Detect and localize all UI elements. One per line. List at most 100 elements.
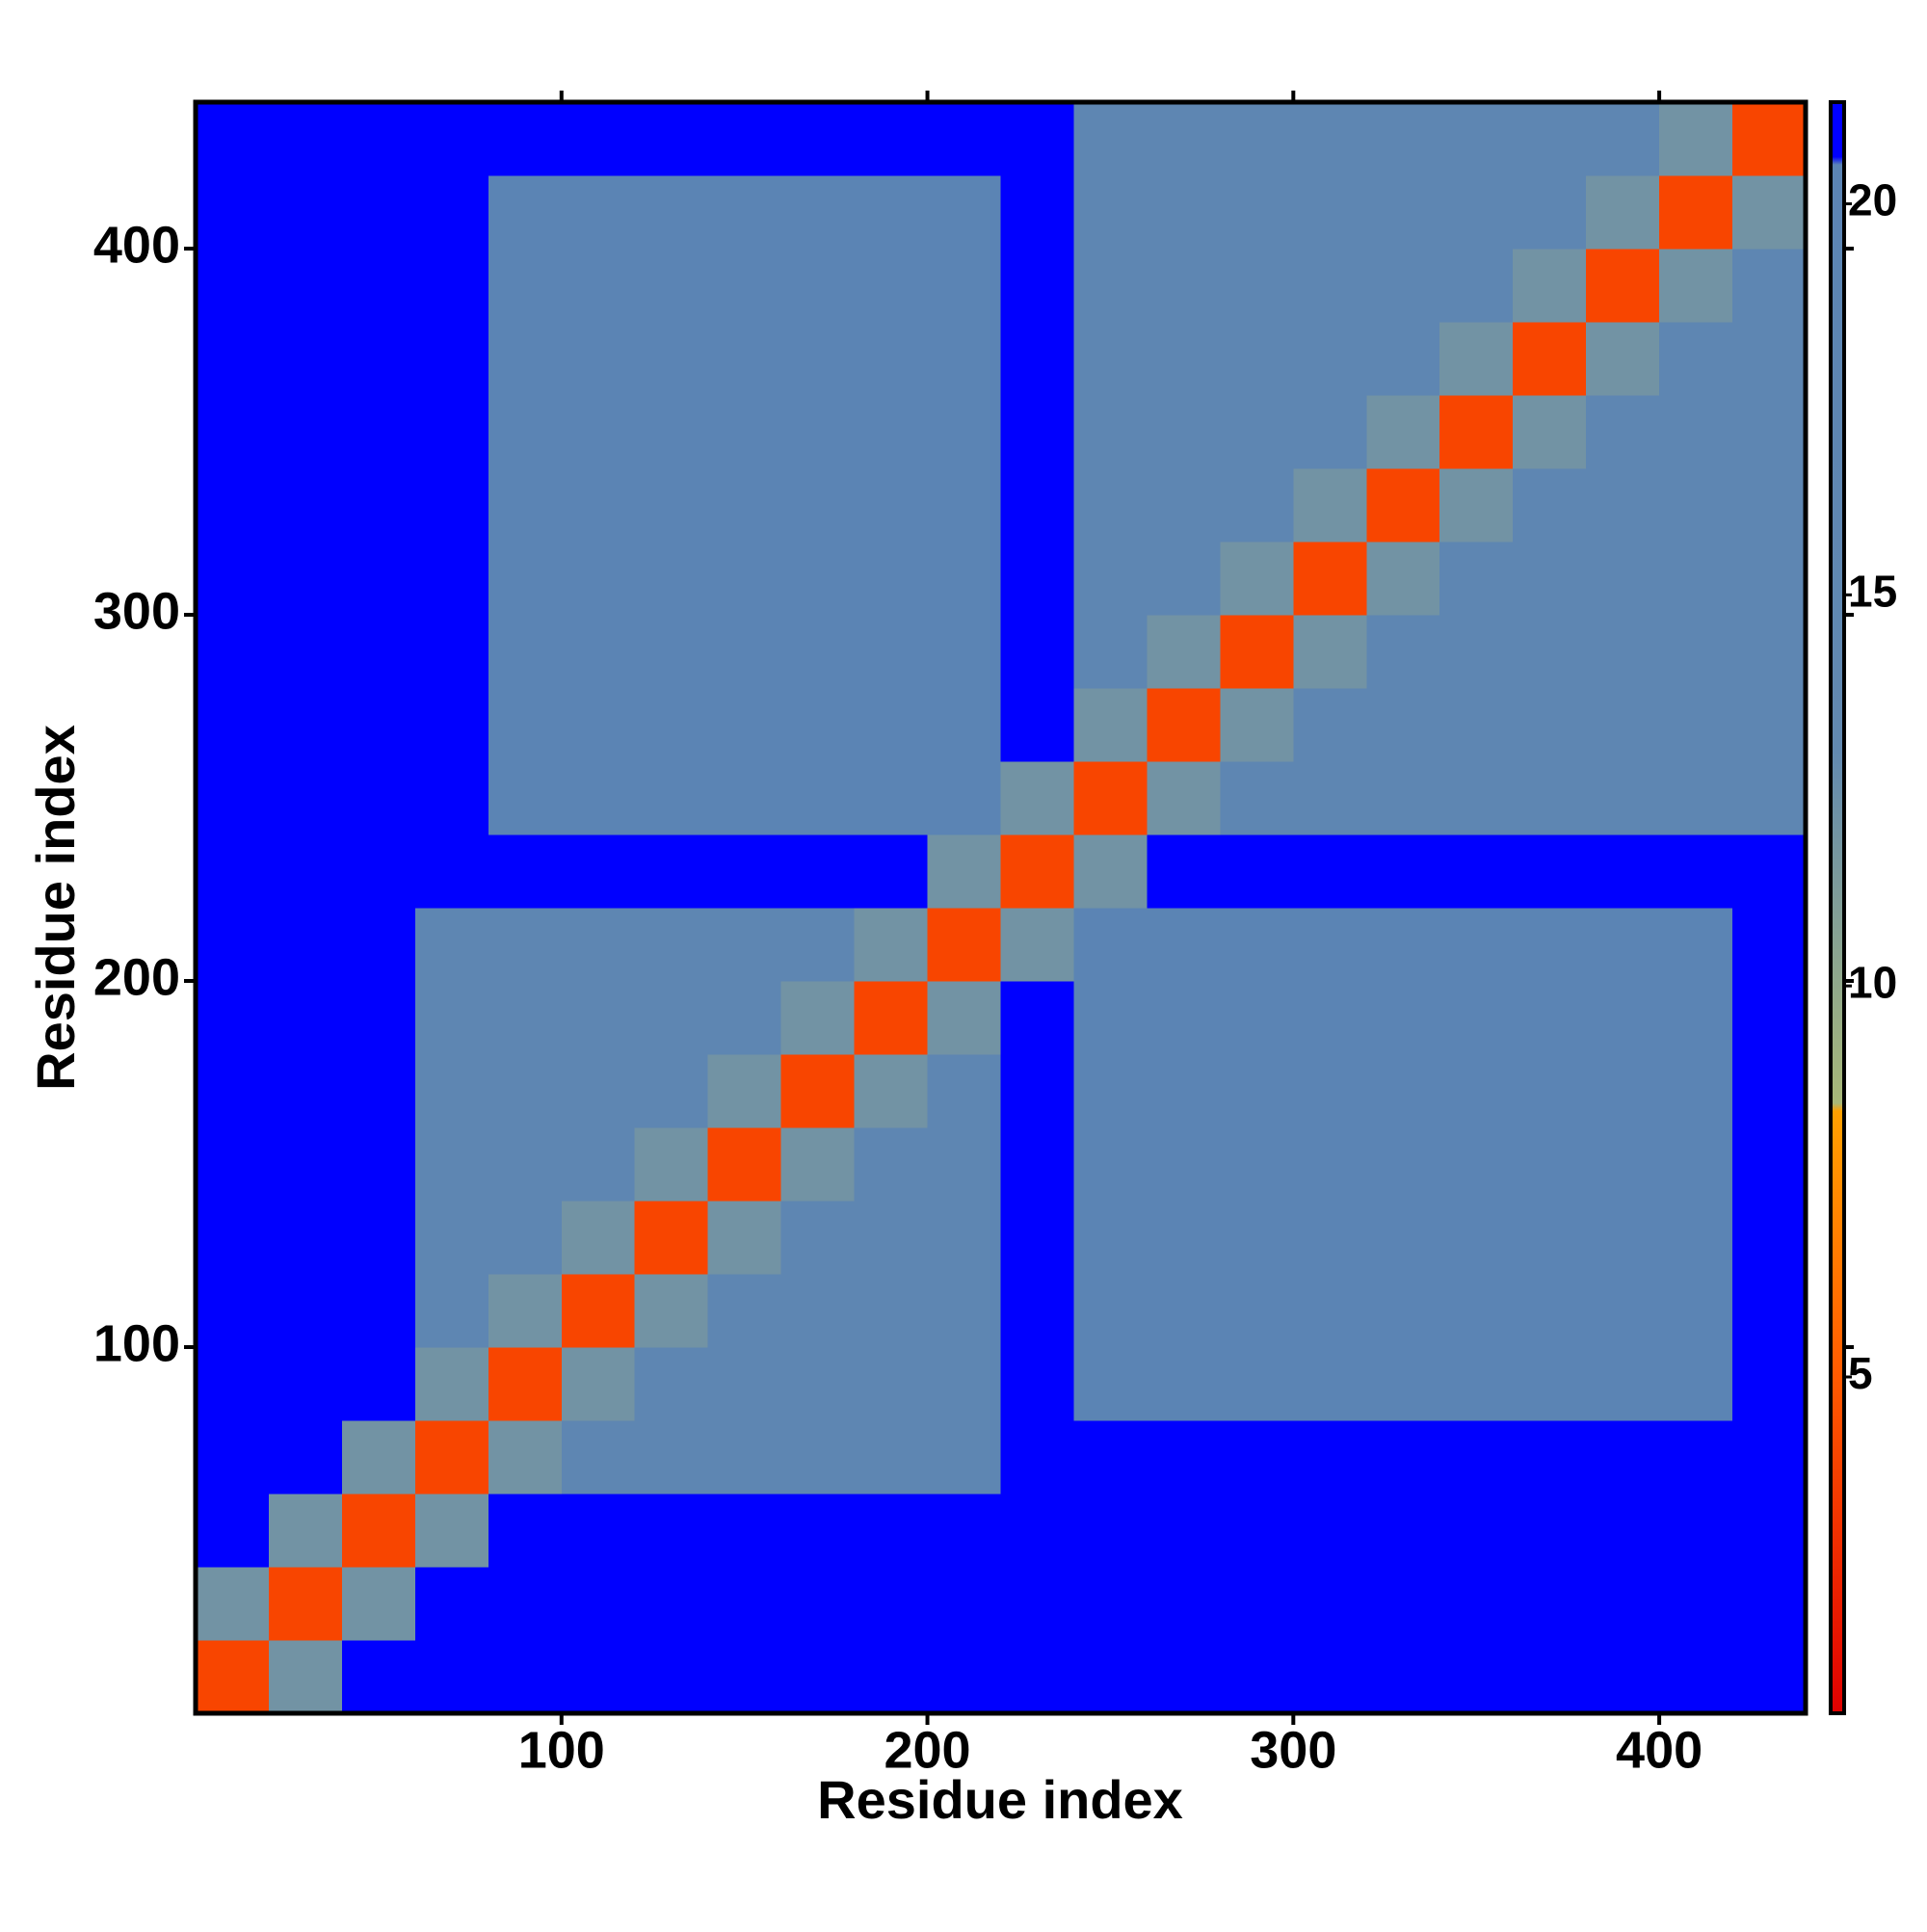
heatmap-cell — [1732, 395, 1807, 469]
heatmap-cell — [707, 249, 782, 323]
heatmap-cell — [561, 102, 636, 176]
heatmap-cell — [707, 908, 782, 982]
heatmap-cell — [196, 1201, 270, 1275]
heatmap-cell — [927, 688, 1001, 762]
heatmap-cell — [1732, 981, 1807, 1055]
heatmap-cell — [634, 249, 709, 323]
heatmap-cell — [1220, 175, 1294, 250]
heatmap-cell — [634, 322, 709, 396]
heatmap-cell — [927, 102, 1001, 176]
heatmap-cell — [1293, 1494, 1367, 1568]
heatmap-cell — [1147, 688, 1221, 762]
heatmap-cell — [1147, 1347, 1221, 1421]
heatmap-cell — [1659, 1567, 1733, 1641]
heatmap-cell — [414, 908, 489, 982]
heatmap-cell — [1073, 908, 1148, 982]
heatmap-cell — [414, 249, 489, 323]
heatmap-cell — [1439, 468, 1514, 543]
heatmap-cell — [1073, 688, 1148, 762]
heatmap-cell — [561, 468, 636, 543]
heatmap-cell — [1147, 102, 1221, 176]
heatmap-cell — [414, 468, 489, 543]
heatmap-cell — [561, 1274, 636, 1348]
heatmap-cell — [1073, 102, 1148, 176]
heatmap-cell — [1220, 1567, 1294, 1641]
heatmap-cell — [1513, 102, 1587, 176]
heatmap-cell — [1220, 1347, 1294, 1421]
heatmap-cell — [1439, 615, 1514, 689]
heatmap-cell — [1513, 688, 1587, 762]
heatmap-cell — [1439, 102, 1514, 176]
heatmap-cell — [1073, 981, 1148, 1055]
heatmap-cell — [1147, 542, 1221, 616]
heatmap-cell — [780, 688, 856, 762]
heatmap-cell — [561, 395, 636, 469]
heatmap-cell — [1147, 468, 1221, 543]
heatmap-cell — [561, 908, 636, 982]
heatmap-cell — [854, 1274, 929, 1348]
heatmap-cell — [634, 1054, 709, 1128]
heatmap-cell — [488, 834, 563, 909]
heatmap-cell — [1732, 175, 1807, 250]
heatmap-cell — [561, 1494, 636, 1568]
heatmap-cell — [1513, 1347, 1587, 1421]
heatmap-cell — [1513, 1201, 1587, 1275]
heatmap-cell — [488, 102, 563, 176]
heatmap-cell — [707, 834, 782, 909]
y-tick-label: 300 — [93, 582, 180, 640]
heatmap-cell — [1147, 908, 1221, 982]
heatmap-cell — [927, 1274, 1001, 1348]
heatmap-cell — [1220, 102, 1294, 176]
heatmap-cell — [780, 249, 856, 323]
heatmap-cell — [561, 1347, 636, 1421]
heatmap-cell — [927, 1640, 1001, 1714]
colorbar-tick-label: 10 — [1848, 957, 1897, 1007]
heatmap-cell — [561, 981, 636, 1055]
heatmap-cell — [1220, 1127, 1294, 1202]
heatmap-cell — [780, 1274, 856, 1348]
heatmap-cell — [1659, 249, 1733, 323]
heatmap-cell — [1366, 1567, 1440, 1641]
heatmap-cell — [1000, 761, 1074, 835]
heatmap-cell — [488, 322, 563, 396]
heatmap-cell — [1513, 615, 1587, 689]
heatmap-cell — [780, 1201, 856, 1275]
heatmap-cell — [854, 1567, 929, 1641]
heatmap-cell — [1147, 1127, 1221, 1202]
heatmap-cell — [1439, 1420, 1514, 1495]
heatmap-cell — [1293, 908, 1367, 982]
heatmap-cell — [927, 1494, 1001, 1568]
heatmap-cell — [1293, 761, 1367, 835]
heatmap-cell — [341, 1567, 416, 1641]
heatmap-cell — [561, 688, 636, 762]
heatmap-cell — [1659, 1640, 1733, 1714]
heatmap-cell — [561, 322, 636, 396]
heatmap-cell — [268, 542, 343, 616]
heatmap-cell — [341, 1494, 416, 1568]
heatmap-cell — [634, 468, 709, 543]
heatmap-cell — [414, 1494, 489, 1568]
heatmap-cell — [341, 1640, 416, 1714]
heatmap-cell — [1366, 1201, 1440, 1275]
heatmap-cell — [780, 1494, 856, 1568]
heatmap-cell — [414, 175, 489, 250]
heatmap-cell — [854, 102, 929, 176]
heatmap-cell — [268, 1201, 343, 1275]
heatmap-cell — [780, 834, 856, 909]
x-tick-label: 400 — [1616, 1721, 1703, 1779]
heatmap-cell — [1586, 834, 1660, 909]
heatmap-cell — [1513, 1054, 1587, 1128]
heatmap-cell — [414, 1201, 489, 1275]
heatmap-cell — [341, 761, 416, 835]
heatmap-cell — [341, 1274, 416, 1348]
heatmap-cell — [1366, 395, 1440, 469]
heatmap-cell — [780, 542, 856, 616]
heatmap-cell — [1659, 1201, 1733, 1275]
heatmap-cell — [634, 908, 709, 982]
heatmap-cell — [341, 615, 416, 689]
heatmap-cell — [634, 761, 709, 835]
heatmap-cell — [1000, 1640, 1074, 1714]
heatmap — [196, 102, 1807, 1714]
heatmap-cell — [1659, 615, 1733, 689]
heatmap-cell — [1220, 542, 1294, 616]
